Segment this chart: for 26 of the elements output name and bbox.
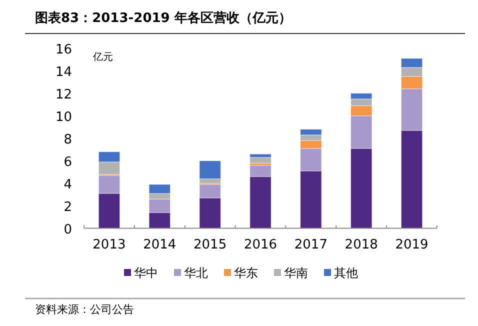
- x-tick-label: 2017: [294, 237, 328, 252]
- y-tick-label: 6: [64, 154, 72, 170]
- text: 资料来源：公司公告: [35, 303, 134, 316]
- legend-label: 华北: [184, 266, 208, 280]
- y-tick-label: 0: [64, 222, 72, 238]
- legend-label: 其他: [334, 266, 358, 280]
- y-tick-label: 4: [64, 177, 72, 192]
- y-axis-title: 亿元: [92, 52, 113, 63]
- bar: [199, 160, 221, 180]
- y-tick-label: 12: [55, 87, 72, 102]
- bar: [250, 157, 272, 164]
- x-tick-label: 2014: [143, 237, 176, 252]
- y-tick-label: 2: [64, 200, 72, 215]
- y-tick-label: 14: [55, 64, 72, 80]
- chart-title: 图表83：2013-2019 年各区营收（亿元）: [35, 10, 292, 26]
- x-tick-label: 2015: [194, 237, 227, 252]
- legend-label: 华东: [234, 266, 258, 280]
- x-tick-label: 2018: [344, 237, 378, 252]
- y-tick-label: 16: [55, 42, 72, 58]
- x-tick-label: 2016: [244, 237, 278, 252]
- x-tick-label: 2019: [395, 237, 428, 252]
- y-tick-label: 10: [55, 110, 72, 125]
- y-tick-label: 8: [64, 132, 72, 148]
- legend-label: 华南: [284, 266, 308, 280]
- x-tick-label: 2013: [92, 237, 126, 252]
- legend-label: 华中: [134, 266, 158, 280]
